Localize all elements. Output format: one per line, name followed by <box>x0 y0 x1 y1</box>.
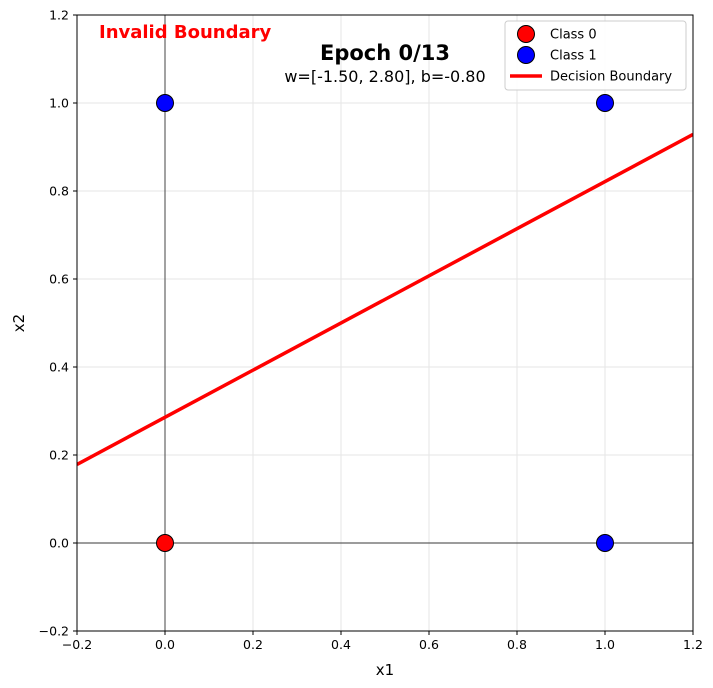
chart-subtitle: w=[-1.50, 2.80], b=-0.80 <box>284 67 485 86</box>
x-tick-label-1: 0.0 <box>155 637 175 652</box>
y-axis-label: x2 <box>10 314 28 332</box>
x-tick-label-6: 1.0 <box>595 637 615 652</box>
decision-boundary-line <box>77 132 693 466</box>
x-tick-label-5: 0.8 <box>507 637 527 652</box>
legend-box <box>504 20 687 91</box>
y-tick-label-1: 0.0 <box>49 536 69 551</box>
plot-frame <box>76 14 694 632</box>
legend-marker-class-1 <box>517 46 535 64</box>
legend-label-class-0: Class 0 <box>550 28 597 43</box>
x-tick-label-0: −0.2 <box>62 637 92 652</box>
y-tick-label-2: 0.2 <box>49 448 69 463</box>
data-points <box>156 94 614 552</box>
decision-boundary-layer <box>77 132 693 466</box>
chart-title: Epoch 0/13 <box>320 41 450 65</box>
x-tick-label-7: 1.2 <box>683 637 703 652</box>
legend-label-class-1: Class 1 <box>550 49 597 64</box>
y-tick-label-3: 0.4 <box>49 360 69 375</box>
y-tick-label-7: 1.2 <box>49 8 69 23</box>
x-tick-label-3: 0.4 <box>331 637 351 652</box>
y-tick-label-5: 0.8 <box>49 184 69 199</box>
x-axis-label: x1 <box>376 661 394 679</box>
y-tick-label-0: −0.2 <box>39 624 69 639</box>
legend-marker-class-0 <box>517 25 535 43</box>
axis-ticks: −0.2 0.0 0.2 0.4 0.6 0.8 1.0 1.2 −0.2 0.0 0.2 0.4 0.… <box>39 8 703 653</box>
point-class-1-1 <box>596 94 614 112</box>
x-tick-label-4: 0.6 <box>419 637 439 652</box>
y-tick-label-4: 0.6 <box>49 272 69 287</box>
status-annotation: Invalid Boundary <box>99 22 272 43</box>
reference-lines <box>77 15 693 631</box>
point-class-1-0 <box>156 94 174 112</box>
legend: Class 0 Class 1 Decision Boundary <box>504 20 687 91</box>
point-class-1-2 <box>596 534 614 552</box>
y-tick-label-6: 1.0 <box>49 96 69 111</box>
x-tick-label-2: 0.2 <box>243 637 263 652</box>
point-class-0-0 <box>156 534 174 552</box>
legend-label-decision-boundary: Decision Boundary <box>550 70 672 85</box>
